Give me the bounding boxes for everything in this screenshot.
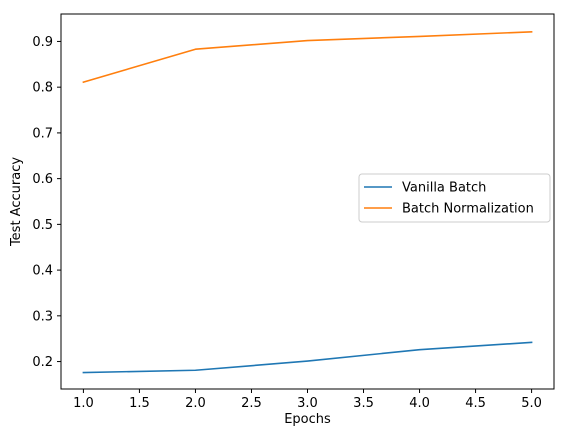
y-tick-label: 0.7 (32, 126, 53, 141)
series-line-vanilla-batch (82, 341, 533, 374)
y-tick-label: 0.4 (32, 264, 53, 279)
x-tick-label: 4.5 (465, 396, 486, 411)
x-tick-label: 5.0 (521, 396, 542, 411)
y-tick-label: 0.2 (32, 355, 53, 370)
x-tick-label: 4.0 (409, 396, 430, 411)
legend-items: Vanilla Batch Batch Normalization (364, 181, 534, 217)
y-tick-label: 0.6 (32, 172, 53, 187)
x-tick-label: 2.0 (185, 396, 206, 411)
x-tick-label: 1.0 (73, 396, 94, 411)
series-line-batch-normalization (82, 31, 533, 84)
x-axis: 1.0 1.5 2.0 2.5 3.0 3.5 4.0 4.5 5.0 (73, 389, 542, 411)
y-tick-label: 0.9 (32, 35, 53, 50)
y-tick-label: 0.8 (32, 81, 53, 96)
legend: Vanilla Batch Batch Normalization (358, 173, 551, 223)
x-tick-label: 2.5 (241, 396, 262, 411)
legend-label: Vanilla Batch (402, 181, 486, 196)
y-tick-label: 0.3 (32, 309, 53, 324)
x-tick-label: 3.5 (353, 396, 374, 411)
series-layer (82, 31, 533, 374)
legend-box (358, 173, 551, 223)
legend-label: Batch Normalization (402, 202, 534, 217)
x-tick-label: 1.5 (129, 396, 150, 411)
y-axis-label: Test Accuracy (9, 157, 24, 247)
y-tick-label: 0.5 (32, 218, 53, 233)
x-axis-label: Epochs (284, 412, 331, 427)
x-tick-label: 3.0 (297, 396, 318, 411)
y-axis: 0.2 0.3 0.4 0.5 0.6 0.7 0.8 0.9 (32, 35, 61, 370)
